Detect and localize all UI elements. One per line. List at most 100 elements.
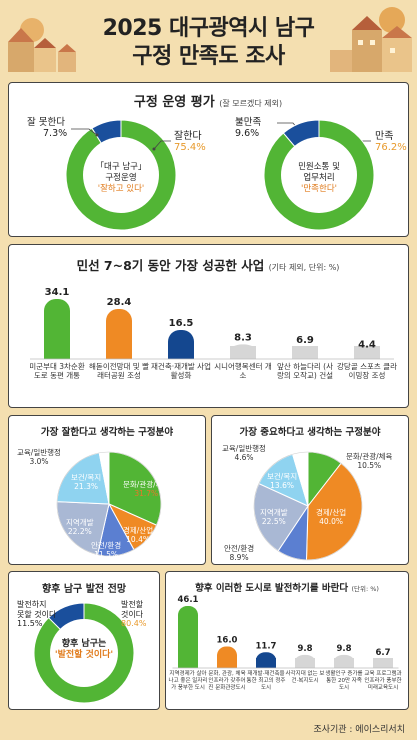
pie-chart-best-field — [56, 451, 162, 557]
donut3-center-main: 향후 남구는 — [61, 639, 107, 649]
panel-evaluation-title: 구정 운영 평가 (잘 모르겠다 제외) — [9, 91, 407, 110]
donut3-center-highlight: '발전할 것이다' — [54, 650, 114, 660]
best-field-outline — [56, 451, 162, 557]
donut-chart-future-outlook — [33, 602, 135, 704]
donut1-neg-pct: 7.3% — [43, 128, 68, 139]
projects-value-1: 28.4 — [107, 297, 132, 308]
page-title-line2: 구정 만족도 조사 — [132, 44, 285, 69]
projects-bar-base-0 — [44, 346, 70, 359]
donut1-center-line2: 구정운영 — [105, 173, 137, 183]
projects-bar-base-2 — [168, 346, 194, 359]
projects-category-3: 시니어행복센터 개소 — [214, 362, 272, 380]
donut3-neg-label: 발전하지 못할 것이다 11.5% — [17, 600, 56, 629]
donut2-neg-pct: 9.6% — [235, 128, 260, 139]
projects-bar-base-4 — [292, 346, 318, 359]
donut2-center: 민원소통 및 업무처리 '만족한다' — [269, 162, 369, 195]
donut3-pos-line1: 발전할 — [121, 600, 144, 609]
projects-category-5: 강당골 스포츠 클라이밍장 조성 — [337, 362, 397, 380]
projects-value-0: 34.1 — [45, 287, 70, 298]
desired-city-title: 향후 이러한 도시로 발전하기를 바란다 (단위: %) — [166, 580, 408, 594]
donut2-hole — [281, 137, 357, 213]
donut1-center: 「대구 남구」 구정운영 '잘하고 있다' — [71, 162, 171, 195]
projects-bar-0 — [44, 299, 70, 359]
donut1-neg-text: 잘 못한다 — [27, 117, 65, 128]
donut1-center-line1: 「대구 남구」 — [95, 162, 147, 172]
donut3-center: 향후 남구는 '발전할 것이다' — [34, 639, 134, 661]
donut2-neg-label: 불만족 9.6% — [235, 117, 261, 139]
important-field-label-5: 교육/일반행정 4.6% — [222, 444, 266, 462]
donut1-hole — [83, 137, 159, 213]
evaluation-note: (잘 모르겠다 제외) — [219, 99, 283, 108]
desired-city-bar-base-5 — [373, 658, 393, 668]
desired-city-bar-base-3 — [295, 658, 315, 668]
panel-evaluation: 구정 운영 평가 (잘 모르겠다 제외) 「대구 남구」 구정운영 '잘하고 있… — [8, 82, 409, 237]
desired-city-value-3: 9.8 — [297, 644, 312, 654]
desired-city-bar-base-4 — [334, 658, 354, 668]
source-credit: 조사기관 : 에이스리서치 — [313, 725, 405, 735]
donut1-neg-label: 잘 못한다 7.3% — [27, 117, 67, 139]
donut2-center-line1: 민원소통 및 — [298, 162, 340, 172]
projects-value-2: 16.5 — [169, 318, 194, 329]
best-field-label-1: 경제/산업 10.4% — [123, 526, 154, 544]
panel-best-field: 가장 잘한다고 생각하는 구정분야 문화/관광/체육 31.7% 경제/산업 10.4… — [8, 415, 206, 565]
important-field-label-2: 안전/환경 8.9% — [224, 544, 255, 562]
desired-city-value-1: 16.0 — [217, 635, 238, 645]
donut3-pos-label: 발전할 것이다 80.4% — [121, 600, 146, 629]
panel-projects-title: 민선 7~8기 동안 가장 성공한 사업 (기타 제외, 단위: %) — [9, 255, 407, 274]
donut2-center-line2: 업무처리 — [303, 173, 335, 183]
desired-city-category-1: 문화, 관광, 체육 인프라가 갖추어진 문화관광도시 — [208, 671, 246, 691]
best-field-label-3: 지역개발 22.2% — [66, 518, 94, 536]
panel-desired-city: 향후 이러한 도시로 발전하기를 바란다 (단위: %) 46.1 16.0 11.… — [165, 571, 409, 710]
donut-chart-administration — [65, 119, 177, 231]
donut2-pos-pct: 76.2% — [375, 142, 407, 153]
evaluation-title-text: 구정 운영 평가 — [133, 95, 215, 110]
desired-city-category-5: 교육 프로그램과 인프라가 풍부한 미래교육도시 — [364, 671, 402, 691]
projects-bar-base-3 — [230, 346, 256, 359]
pie-chart-important-field — [253, 451, 363, 561]
projects-category-2: 재건축·재개발 사업 활성화 — [151, 362, 211, 380]
important-field-outline — [253, 451, 363, 561]
projects-value-4: 6.9 — [296, 335, 314, 346]
projects-value-5: 4.4 — [358, 339, 376, 350]
projects-bar-base-1 — [106, 346, 132, 359]
donut1-pos-pct: 75.4% — [174, 142, 206, 153]
projects-category-1: 해돋이전망대 및 빨래터공원 조성 — [89, 362, 149, 380]
donut1-pos-text: 잘한다 — [174, 131, 202, 142]
important-field-label-1: 경제/산업 40.0% — [316, 508, 347, 526]
best-field-label-5: 교육/일반행정 3.0% — [17, 448, 61, 466]
donut-chart-civil-service — [263, 119, 375, 231]
projects-category-0: 미군부대 3차순환도로 동편 개통 — [29, 362, 85, 380]
projects-category-4: 앞산 하늘다리 (사랑의 오작교) 건설 — [277, 362, 333, 380]
important-field-title: 가장 중요하다고 생각하는 구정분야 — [239, 427, 381, 438]
desired-city-category-0: 지역경제가 살아나고 좋은 일자리가 풍부한 도시 — [168, 671, 208, 691]
desired-city-value-0: 46.1 — [178, 595, 199, 605]
desired-city-note: (단위: %) — [351, 585, 379, 593]
panel-successful-projects: 민선 7~8기 동안 가장 성공한 사업 (기타 제외, 단위: %) 34.1… — [8, 244, 409, 408]
donut3-pos-pct: 80.4% — [121, 619, 147, 628]
header-illustration — [0, 0, 417, 76]
future-outlook-title: 향후 남구 발전 전망 — [41, 584, 127, 595]
desired-city-category-3: 사각지대 없는 보건·복지도시 — [285, 671, 325, 684]
best-field-label-2: 안전/환경 11.5% — [91, 541, 122, 559]
bar-chart-projects: 34.1 28.4 16.5 8.3 6.9 4.4 — [30, 287, 394, 360]
projects-title-text: 민선 7~8기 동안 가장 성공한 사업 — [76, 258, 265, 273]
donut3-neg-pct: 11.5% — [17, 619, 43, 628]
desired-city-title-text: 향후 이러한 도시로 발전하기를 바란다 — [195, 583, 349, 594]
desired-city-value-4: 9.8 — [336, 644, 351, 654]
donut2-pos-label: 만족 76.2% — [375, 131, 407, 153]
important-field-label-0: 문화/관광/체육 10.5% — [346, 452, 393, 470]
projects-note: (기타 제외, 단위: %) — [268, 263, 340, 272]
donut3-neg-line2: 못할 것이다 — [17, 609, 57, 619]
projects-value-3: 8.3 — [234, 332, 252, 343]
important-field-label-3: 지역개발 22.5% — [260, 508, 288, 526]
desired-city-bar-0 — [178, 606, 198, 668]
donut1-pos-label: 잘한다 75.4% — [174, 131, 206, 153]
header: 2025 대구광역시 남구 구정 만족도 조사 — [0, 0, 417, 76]
donut3-hole — [50, 619, 118, 687]
desired-city-value-5: 6.7 — [375, 648, 390, 658]
bar-chart-desired-city: 46.1 16.0 11.7 9.8 9.8 6.7 — [172, 595, 399, 669]
donut2-center-highlight: '만족한다' — [301, 184, 337, 194]
desired-city-bar-base-0 — [178, 658, 198, 668]
important-field-label-4: 보건/복지 13.6% — [267, 472, 298, 490]
desired-city-category-2: 재개발·재건축을 통한 최고의 정주도시 — [246, 671, 286, 691]
